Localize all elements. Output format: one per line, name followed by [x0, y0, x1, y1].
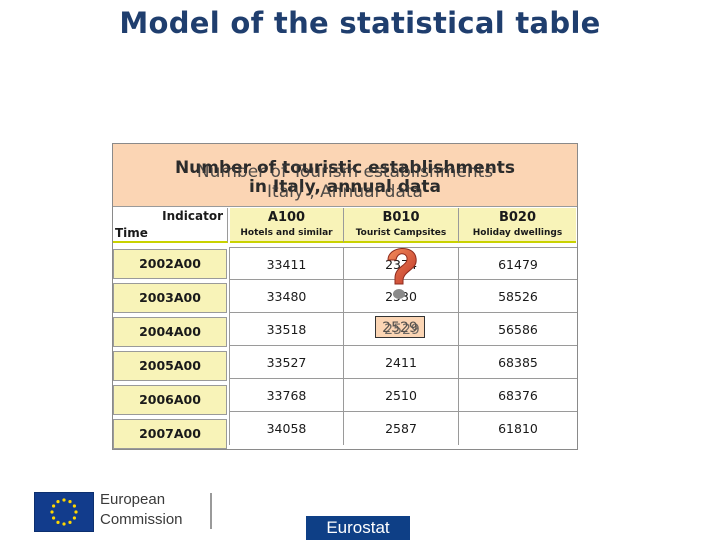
table-cell: 33480 [229, 280, 344, 313]
table-cell: 68376 [459, 379, 577, 412]
row-label-2002: 2002A00 [113, 249, 227, 279]
question-mark-icon [387, 248, 417, 299]
table-cell: 68385 [459, 346, 577, 379]
statistical-table: Number of touristic establishments Numbe… [112, 143, 578, 450]
indicator-label: Indicator [162, 209, 223, 223]
row-label-2005: 2005A00 [113, 351, 227, 381]
table-header: Number of touristic establishments Numbe… [113, 144, 577, 207]
eu-line1: European [100, 491, 166, 508]
table-cell: 2411 [344, 346, 459, 379]
table-cell: 33768 [229, 379, 344, 412]
table-cell: 58526 [459, 280, 577, 313]
corner-cell: Indicator Time [113, 208, 228, 243]
column-code: B010 [382, 210, 420, 225]
table-cell: 56586 [459, 313, 577, 346]
column-desc: Hotels and similar [240, 228, 333, 238]
logo-divider [210, 493, 212, 529]
table-cell: 33411 [229, 247, 344, 280]
eu-line2: Commission [100, 511, 183, 528]
eurostat-button[interactable]: Eurostat [306, 516, 410, 540]
column-desc: Tourist Campsites [355, 228, 447, 238]
page-title: Model of the statistical table [119, 6, 601, 40]
table-header-title-line1: Number of touristic establishments [174, 158, 516, 178]
column-header-b010: B010 Tourist Campsites [344, 208, 459, 243]
eu-wordmark: European Commission [100, 490, 183, 530]
highlighted-value-box: 2529 2529 [375, 316, 425, 338]
row-label-2004: 2004A00 [113, 317, 227, 347]
table-cell: 33518 [229, 313, 344, 346]
time-label: Time [115, 226, 148, 240]
column-header-b020: B020 Holiday dwellings [459, 208, 576, 243]
european-commission-logo: European Commission [34, 490, 214, 532]
table-cell: 33527 [229, 346, 344, 379]
table-cell: 61479 [459, 247, 577, 280]
table-cell-empty [344, 313, 459, 346]
table-header-subtitle-line1: Number of Tourism establishments [196, 162, 494, 182]
highlighted-value-a: 2529 [382, 320, 418, 336]
eu-flag-icon [34, 492, 94, 532]
column-header-a100: A100 Hotels and similar [230, 208, 344, 243]
highlighted-value-b: 2529 [384, 322, 420, 338]
column-code: A100 [267, 210, 306, 225]
row-label-2006: 2006A00 [113, 385, 227, 415]
table-cell: 2510 [344, 379, 459, 412]
table-header-subtitle-line2: Italy , Annual data [267, 182, 423, 202]
table-cell: 34058 [229, 412, 344, 445]
row-label-2003: 2003A00 [113, 283, 227, 313]
table-header-title-line2: in Italy, annual data [249, 177, 441, 197]
table-cell: 2587 [344, 412, 459, 445]
row-label-2007: 2007A00 [113, 419, 227, 449]
column-desc: Holiday dwellings [472, 228, 563, 238]
column-code: B020 [498, 210, 537, 225]
table-cell: 61810 [498, 421, 538, 436]
